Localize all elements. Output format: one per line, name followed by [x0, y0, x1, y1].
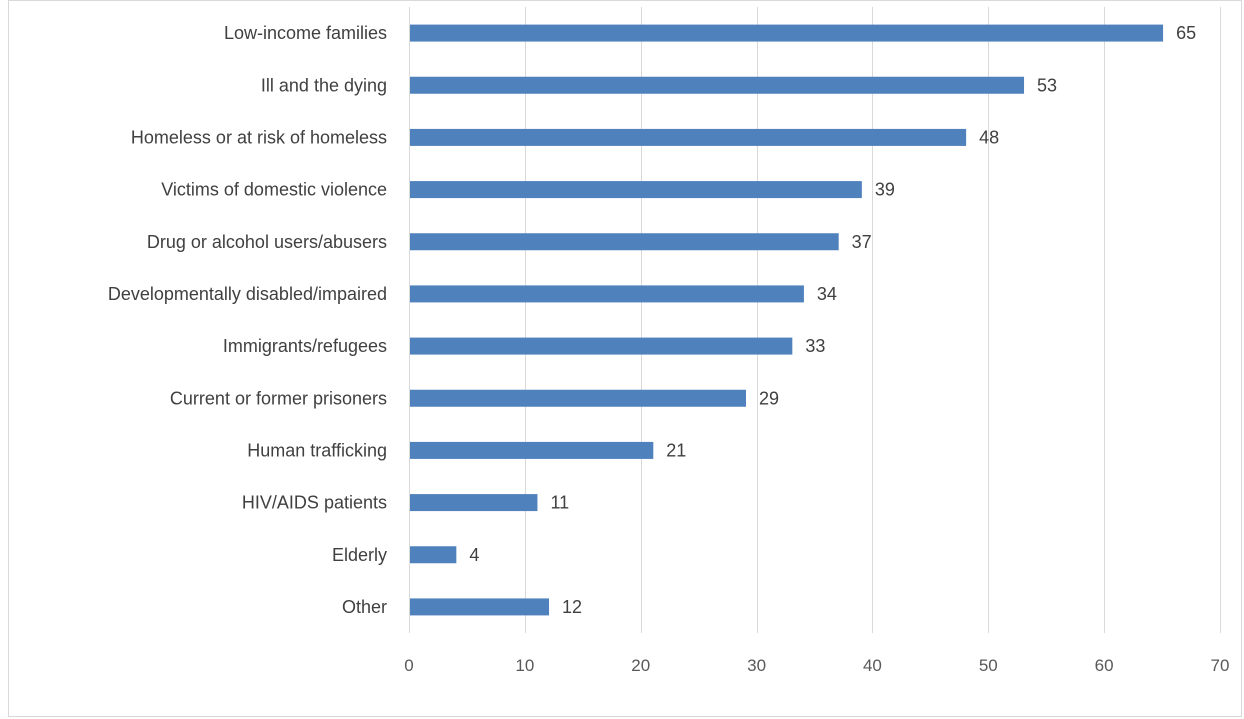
x-tick-label: 20	[631, 656, 650, 675]
gridlines	[409, 7, 1221, 633]
bar	[410, 441, 654, 459]
category-label: Ill and the dying	[261, 75, 387, 95]
x-axis-tick-labels: 0 10 20 30 40 50 60 70	[404, 656, 1229, 675]
bar	[410, 285, 804, 303]
category-label: HIV/AIDS patients	[242, 493, 387, 513]
category-label: Developmentally disabled/impaired	[108, 284, 387, 304]
data-label: 12	[562, 597, 582, 617]
bar-chart: Low-income families Ill and the dying Home…	[108, 7, 1229, 675]
data-label: 21	[666, 440, 686, 460]
bar	[410, 233, 839, 251]
x-tick-label: 10	[515, 656, 534, 675]
bars	[410, 24, 1164, 616]
data-label: 34	[817, 284, 837, 304]
data-label: 29	[759, 388, 779, 408]
bar	[410, 546, 457, 564]
data-label: 33	[805, 336, 825, 356]
bar	[410, 24, 1164, 42]
x-tick-label: 0	[404, 656, 413, 675]
category-label: Drug or alcohol users/abusers	[147, 232, 387, 252]
x-tick-label: 40	[863, 656, 882, 675]
data-label: 65	[1176, 23, 1196, 43]
data-label: 53	[1037, 75, 1057, 95]
x-tick-label: 30	[747, 656, 766, 675]
bar	[410, 128, 967, 146]
data-label: 37	[852, 232, 872, 252]
data-label: 39	[875, 180, 895, 200]
category-label: Elderly	[332, 545, 387, 565]
category-label: Homeless or at risk of homeless	[131, 127, 387, 147]
category-label: Low-income families	[224, 23, 387, 43]
bar	[410, 181, 862, 199]
x-tick-label: 50	[979, 656, 998, 675]
data-label: 4	[469, 545, 479, 565]
category-label: Immigrants/refugees	[223, 336, 387, 356]
chart-frame: Low-income families Ill and the dying Home…	[8, 0, 1242, 717]
category-label: Other	[342, 597, 387, 617]
bar	[410, 389, 746, 407]
bar	[410, 598, 550, 616]
category-label: Human trafficking	[247, 440, 387, 460]
x-tick-label: 60	[1095, 656, 1114, 675]
data-labels: 65 53 48 39 37 34 33 29 21 11 4 12	[469, 23, 1196, 617]
category-labels: Low-income families Ill and the dying Home…	[108, 23, 387, 617]
x-tick-label: 70	[1211, 656, 1230, 675]
data-label: 48	[979, 127, 999, 147]
bar	[410, 494, 538, 512]
bar	[410, 337, 793, 355]
category-label: Victims of domestic violence	[161, 180, 387, 200]
bar	[410, 76, 1025, 94]
category-label: Current or former prisoners	[170, 388, 387, 408]
data-label: 11	[550, 493, 569, 513]
